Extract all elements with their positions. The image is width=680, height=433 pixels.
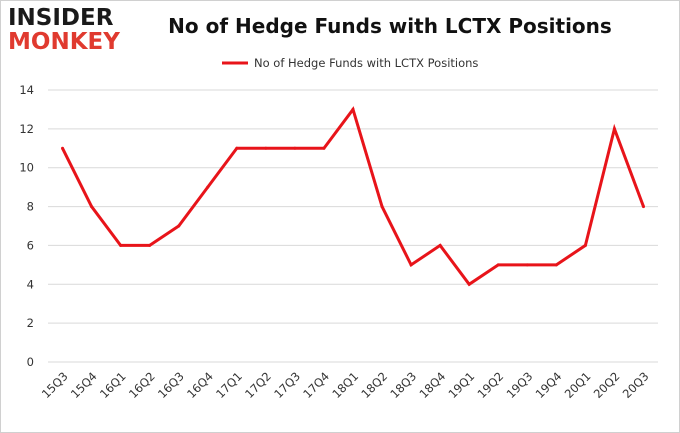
x-tick-label: 16Q3 xyxy=(155,369,187,401)
x-tick-label: 20Q3 xyxy=(620,369,652,401)
data-point xyxy=(380,205,384,209)
x-tick-label: 15Q4 xyxy=(68,369,100,401)
data-point xyxy=(264,146,268,150)
data-point xyxy=(177,224,181,228)
data-point xyxy=(90,205,94,209)
data-point xyxy=(641,205,645,209)
chart-title: No of Hedge Funds with LCTX Positions xyxy=(168,14,612,38)
data-point xyxy=(409,263,413,267)
x-tick-label: 18Q3 xyxy=(387,369,419,401)
x-tick-label: 15Q3 xyxy=(39,369,71,401)
data-point xyxy=(467,282,471,286)
data-point xyxy=(525,263,529,267)
data-point xyxy=(148,243,152,247)
y-tick-label: 4 xyxy=(27,277,34,291)
x-tick-label: 17Q2 xyxy=(242,369,274,401)
x-tick-label: 19Q1 xyxy=(445,369,477,401)
x-tick-label: 16Q4 xyxy=(184,369,216,401)
y-tick-label: 2 xyxy=(27,316,34,330)
x-tick-label: 19Q2 xyxy=(475,369,507,401)
x-tick-label: 17Q4 xyxy=(300,369,332,401)
x-tick-label: 16Q1 xyxy=(97,369,129,401)
x-axis-ticks: 15Q315Q416Q116Q216Q316Q417Q117Q217Q317Q4… xyxy=(39,369,652,401)
data-point xyxy=(119,243,123,247)
x-tick-label: 20Q1 xyxy=(562,369,594,401)
data-point xyxy=(235,146,239,150)
x-tick-label: 20Q2 xyxy=(591,369,623,401)
legend: No of Hedge Funds with LCTX Positions xyxy=(222,56,478,70)
logo-text-insider: INSIDER xyxy=(8,5,114,31)
y-tick-label: 14 xyxy=(19,83,34,97)
data-point xyxy=(554,263,558,267)
series-line-0 xyxy=(61,106,645,287)
data-point xyxy=(583,243,587,247)
x-tick-label: 17Q1 xyxy=(213,369,245,401)
x-tick-label: 19Q3 xyxy=(504,369,536,401)
data-point xyxy=(438,243,442,247)
x-tick-label: 17Q3 xyxy=(271,369,303,401)
series-layer xyxy=(61,106,645,287)
grid-lines xyxy=(48,89,658,363)
y-tick-label: 8 xyxy=(27,200,34,214)
data-point xyxy=(612,127,616,131)
data-point xyxy=(61,146,65,150)
data-point xyxy=(206,185,210,189)
x-tick-label: 19Q4 xyxy=(533,369,565,401)
y-tick-label: 0 xyxy=(27,355,34,369)
y-tick-label: 6 xyxy=(27,238,34,252)
legend-label: No of Hedge Funds with LCTX Positions xyxy=(254,56,478,70)
y-axis-ticks: 0 2 4 6 8 10 12 14 xyxy=(19,83,34,369)
data-point xyxy=(293,146,297,150)
x-tick-label: 18Q2 xyxy=(358,369,390,401)
logo-text-monkey: MONKEY xyxy=(8,29,120,55)
x-tick-label: 18Q4 xyxy=(416,369,448,401)
y-tick-label: 10 xyxy=(19,161,34,175)
insider-monkey-logo: INSIDER MONKEY xyxy=(8,6,130,56)
data-point xyxy=(351,107,355,111)
x-tick-label: 18Q1 xyxy=(329,369,361,401)
data-point xyxy=(496,263,500,267)
data-point xyxy=(322,146,326,150)
x-tick-label: 16Q2 xyxy=(126,369,158,401)
y-tick-label: 12 xyxy=(19,122,34,136)
